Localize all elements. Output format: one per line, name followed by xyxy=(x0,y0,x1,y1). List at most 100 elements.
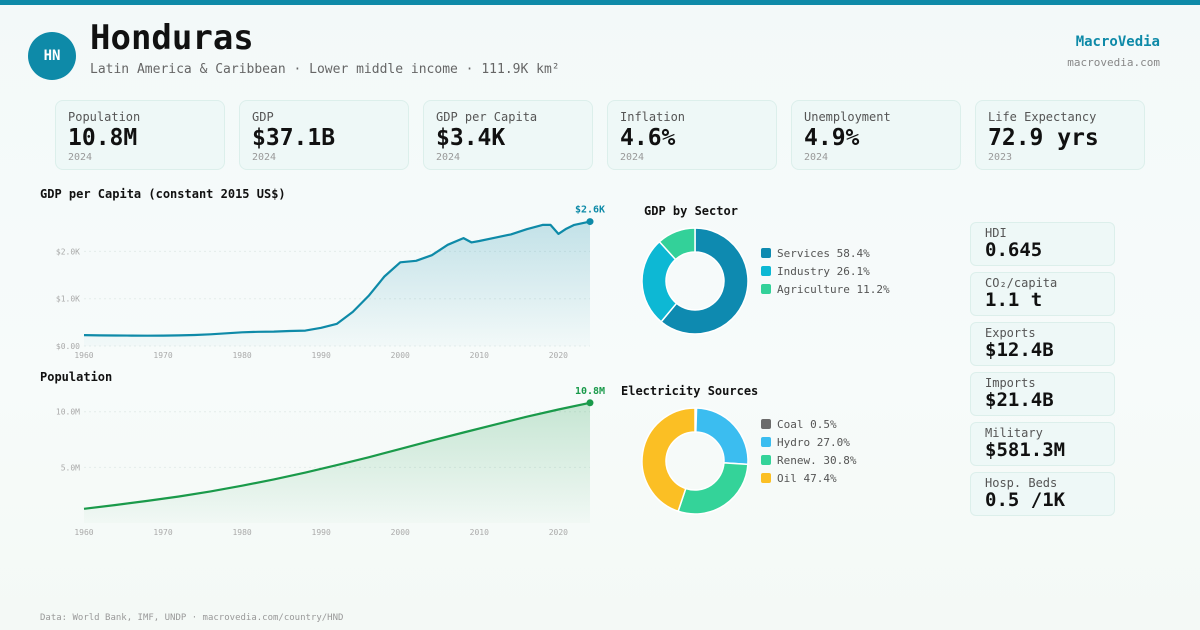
legend-item: Industry 26.1% xyxy=(761,262,890,280)
x-tick-label: 1960 xyxy=(74,528,93,537)
kpi-card-life-expectancy: Life Expectancy 72.9 yrs 2023 xyxy=(975,100,1145,170)
electricity-sources-donut xyxy=(641,407,749,515)
population-chart: 5.0M 10.0M 1960 1970 1980 1990 2000 2010 2020 10.… xyxy=(56,386,605,537)
population-chart-title: Population xyxy=(40,370,113,384)
stat-card-co2: CO₂/capita 1.1 t xyxy=(970,272,1115,316)
stat-value: 1.1 t xyxy=(985,289,1043,311)
stat-label: HDI xyxy=(985,226,1007,240)
country-badge: HN xyxy=(28,32,76,80)
kpi-value: $37.1B xyxy=(252,125,336,151)
x-tick-label: 1980 xyxy=(232,351,251,360)
x-tick-label: 1990 xyxy=(312,528,331,537)
y-tick-label: 10.0M xyxy=(56,408,80,417)
legend-item: Hydro 27.0% xyxy=(761,433,856,451)
stat-value: $12.4B xyxy=(985,339,1054,361)
stat-card-hdi: HDI 0.645 xyxy=(970,222,1115,266)
donut-slice-services xyxy=(660,227,749,335)
stat-card-exports: Exports $12.4B xyxy=(970,322,1115,366)
gdp-by-sector-donut xyxy=(641,227,749,335)
brand-name[interactable]: MacroVedia xyxy=(1075,34,1160,50)
y-tick-label: $0.00 xyxy=(56,342,80,351)
stat-value: 0.5 /1K xyxy=(985,489,1066,511)
legend-swatch xyxy=(761,473,771,483)
kpi-year: 2024 xyxy=(252,152,277,163)
x-tick-label: 2010 xyxy=(470,351,489,360)
area-fill xyxy=(84,221,590,346)
legend-label: Agriculture 11.2% xyxy=(777,282,890,296)
kpi-card-unemployment: Unemployment 4.9% 2024 xyxy=(791,100,961,170)
legend-item: Services 58.4% xyxy=(761,244,890,262)
x-tick-label: 1960 xyxy=(74,351,93,360)
x-tick-label: 1970 xyxy=(153,528,172,537)
top-accent-bar xyxy=(0,0,1200,5)
stat-label: Military xyxy=(985,426,1043,440)
kpi-label: Population xyxy=(68,110,141,124)
stat-card-imports: Imports $21.4B xyxy=(970,372,1115,416)
x-tick-label: 1980 xyxy=(232,528,251,537)
donut-slice-agriculture xyxy=(658,227,696,261)
legend-label: Oil 47.4% xyxy=(777,471,837,485)
kpi-value: 4.9% xyxy=(804,125,860,151)
legend-swatch xyxy=(761,266,771,276)
end-value-label: 10.8M xyxy=(575,386,605,397)
electricity-sources-title: Electricity Sources xyxy=(621,384,759,398)
kpi-year: 2024 xyxy=(620,152,645,163)
kpi-year: 2024 xyxy=(436,152,461,163)
stat-label: CO₂/capita xyxy=(985,276,1058,290)
y-tick-label: $1.0K xyxy=(56,295,80,304)
kpi-card-population: Population 10.8M 2024 xyxy=(55,100,225,170)
x-tick-label: 1970 xyxy=(153,351,172,360)
kpi-label: Life Expectancy xyxy=(988,110,1097,124)
stat-value: 0.645 xyxy=(985,239,1043,261)
kpi-card-gdp-per-capita: GDP per Capita $3.4K 2024 xyxy=(423,100,593,170)
kpi-year: 2024 xyxy=(68,152,93,163)
kpi-label: GDP per Capita xyxy=(436,110,538,124)
kpi-label: Unemployment xyxy=(804,110,891,124)
x-tick-label: 1990 xyxy=(312,351,331,360)
kpi-year: 2023 xyxy=(988,152,1013,163)
legend-item: Oil 47.4% xyxy=(761,469,856,487)
end-point xyxy=(586,399,594,407)
stat-label: Hosp. Beds xyxy=(985,476,1058,490)
legend-swatch xyxy=(761,248,771,258)
x-tick-label: 2010 xyxy=(470,528,489,537)
legend-label: Services 58.4% xyxy=(777,246,870,260)
donut-slice-oil xyxy=(641,407,696,513)
kpi-value: 4.6% xyxy=(620,125,676,151)
x-tick-label: 2000 xyxy=(391,351,410,360)
stat-value: $21.4B xyxy=(985,389,1054,411)
legend-label: Industry 26.1% xyxy=(777,264,870,278)
series-line xyxy=(83,401,591,510)
legend-label: Hydro 27.0% xyxy=(777,435,850,449)
stat-label: Imports xyxy=(985,376,1036,390)
page-subtitle: Latin America & Caribbean · Lower middle… xyxy=(90,62,560,77)
gdp-by-sector-legend: Services 58.4% Industry 26.1% Agricultur… xyxy=(761,244,890,298)
legend-label: Renew. 30.8% xyxy=(777,453,857,467)
kpi-card-inflation: Inflation 4.6% 2024 xyxy=(607,100,777,170)
end-value-label: $2.6K xyxy=(575,205,605,216)
kpi-value: $3.4K xyxy=(436,125,506,151)
gdp-per-capita-chart: $0.00 $1.0K $2.0K 1960 1970 1980 1990 2000 2010 2… xyxy=(56,205,605,360)
legend-swatch xyxy=(761,455,771,465)
electricity-sources-legend: Coal 0.5% Hydro 27.0% Renew. 30.8% Oil 4… xyxy=(761,415,856,487)
legend-swatch xyxy=(761,419,771,429)
series-line xyxy=(83,220,591,337)
end-point xyxy=(586,218,594,226)
data-source-footer: Data: World Bank, IMF, UNDP · macrovedia… xyxy=(40,613,344,623)
legend-item: Agriculture 11.2% xyxy=(761,280,890,298)
kpi-value: 10.8M xyxy=(68,125,138,151)
stat-card-hospital-beds: Hosp. Beds 0.5 /1K xyxy=(970,472,1115,516)
x-tick-label: 2000 xyxy=(391,528,410,537)
kpi-value: 72.9 yrs xyxy=(988,125,1099,151)
stat-card-military: Military $581.3M xyxy=(970,422,1115,466)
legend-swatch xyxy=(761,284,771,294)
legend-swatch xyxy=(761,437,771,447)
y-tick-label: $2.0K xyxy=(56,247,80,256)
kpi-label: Inflation xyxy=(620,110,686,124)
page-title: Honduras xyxy=(90,18,254,58)
donut-slice-renew xyxy=(677,462,749,515)
legend-label: Coal 0.5% xyxy=(777,417,837,431)
kpi-card-gdp: GDP $37.1B 2024 xyxy=(239,100,409,170)
kpi-year: 2024 xyxy=(804,152,829,163)
brand-url[interactable]: macrovedia.com xyxy=(1067,56,1160,69)
